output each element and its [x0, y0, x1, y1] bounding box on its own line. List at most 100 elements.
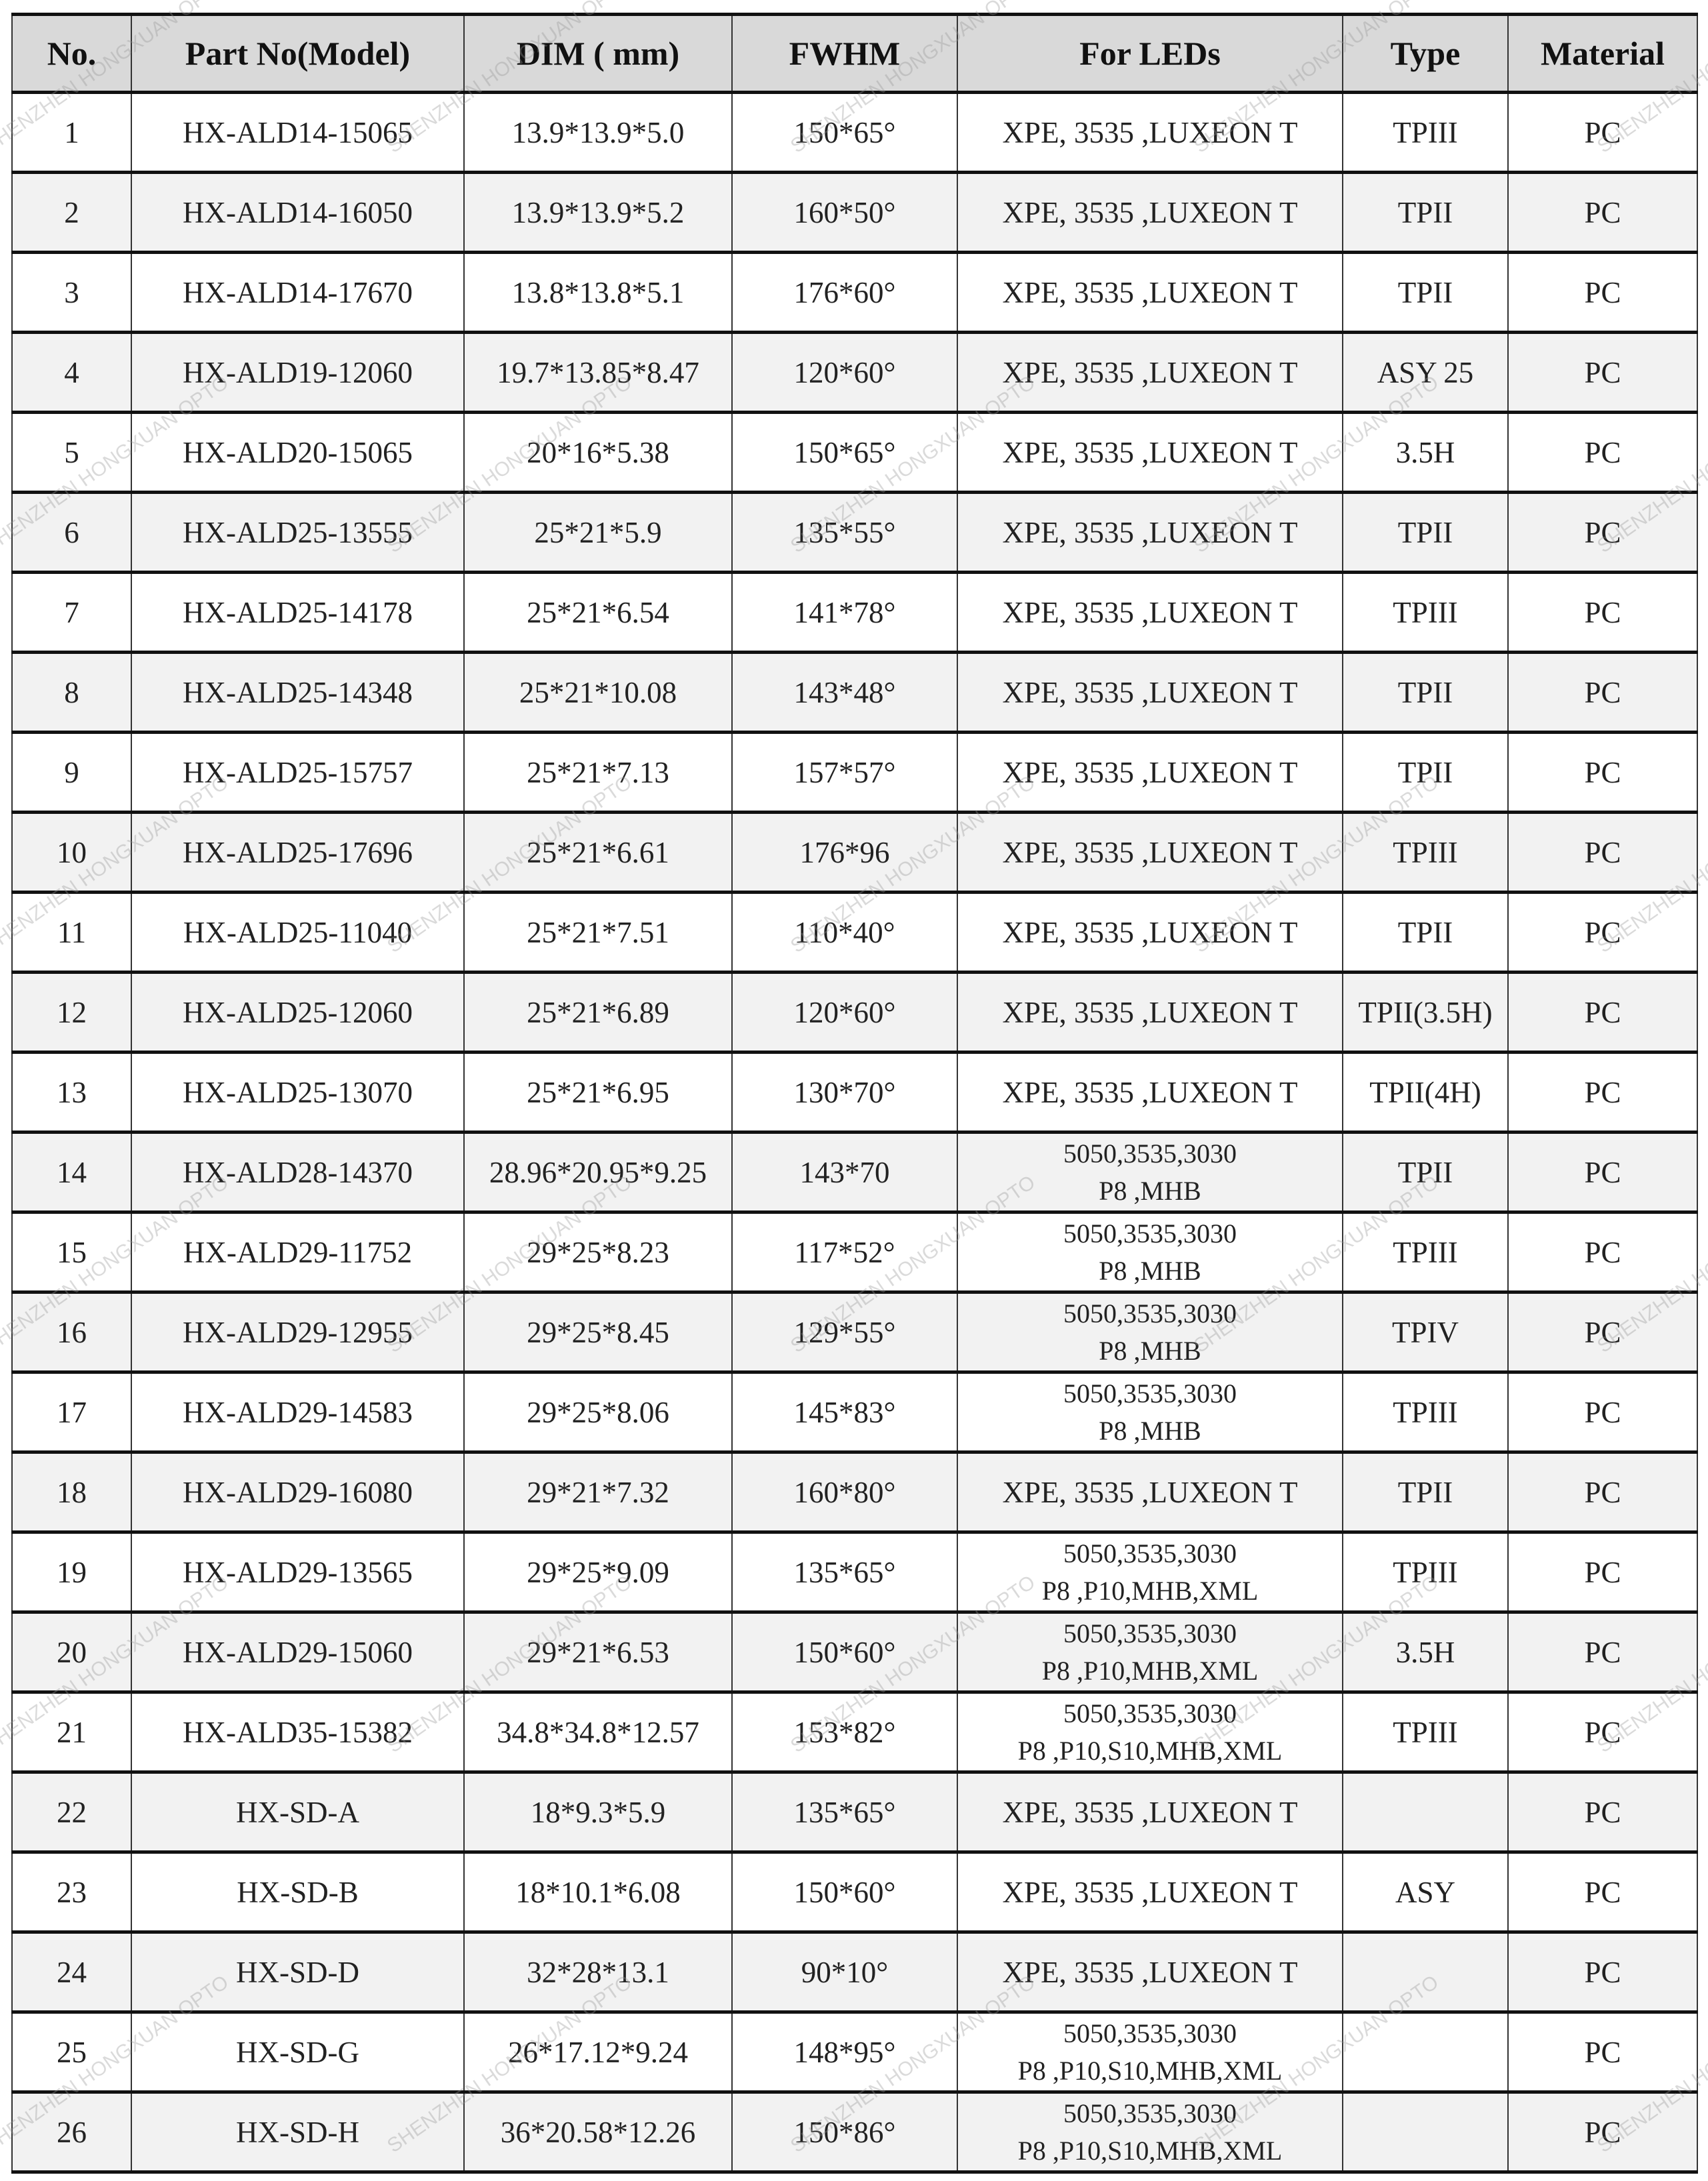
cell-type: TPIII [1342, 1212, 1509, 1292]
table-row: 23 HX-SD-B 18*10.1*6.08 150*60° XPE, 3535 ,L… [11, 1852, 1698, 1932]
cell-for-leds: 5050,3535,3030 P8 ,MHB [957, 1212, 1343, 1292]
cell-dim: 19.7*13.85*8.47 [463, 332, 733, 413]
cell-no: 3 [11, 252, 132, 333]
cell-type: ASY 25 [1342, 332, 1509, 413]
cell-dim: 18*9.3*5.9 [463, 1772, 733, 1852]
cell-no: 14 [11, 1132, 132, 1212]
cell-for-leds: XPE, 3535 ,LUXEON T [957, 1852, 1343, 1932]
cell-fwhm: 90*10° [731, 1932, 958, 2012]
cell-no: 2 [11, 172, 132, 253]
cell-fwhm: 120*60° [731, 972, 958, 1053]
table-row: 24 HX-SD-D 32*28*13.1 90*10° XPE, 3535 ,LUXE… [11, 1932, 1698, 2012]
table-row: 13 HX-ALD25-13070 25*21*6.95 130*70° XPE, 35… [11, 1052, 1698, 1132]
cell-dim: 29*21*7.32 [463, 1452, 733, 1532]
cell-material: PC [1507, 252, 1698, 333]
cell-material: PC [1507, 652, 1698, 733]
cell-part-no: HX-ALD19-12060 [131, 332, 465, 413]
cell-material: PC [1507, 1132, 1698, 1212]
table-row: 10 HX-ALD25-17696 25*21*6.61 176*96 XPE, 353… [11, 812, 1698, 893]
cell-part-no: HX-SD-B [131, 1852, 465, 1932]
cell-part-no: HX-ALD14-17670 [131, 252, 465, 333]
cell-type: TPIII [1342, 1372, 1509, 1452]
cell-type: TPII [1342, 1452, 1509, 1532]
cell-type: TPII [1342, 492, 1509, 573]
table-row: 12 HX-ALD25-12060 25*21*6.89 120*60° XPE, 35… [11, 972, 1698, 1053]
cell-for-leds: 5050,3535,3030 P8 ,P10,MHB,XML [957, 1532, 1343, 1612]
cell-part-no: HX-ALD29-12955 [131, 1292, 465, 1372]
cell-for-leds: XPE, 3535 ,LUXEON T [957, 332, 1343, 413]
cell-type: TPII [1342, 252, 1509, 333]
cell-no: 12 [11, 972, 132, 1053]
cell-for-leds: XPE, 3535 ,LUXEON T [957, 1932, 1343, 2012]
cell-fwhm: 160*50° [731, 172, 958, 253]
cell-material: PC [1507, 1692, 1698, 1772]
cell-part-no: HX-ALD29-16080 [131, 1452, 465, 1532]
cell-for-leds: 5050,3535,3030 P8 ,MHB [957, 1372, 1343, 1452]
cell-no: 10 [11, 812, 132, 893]
header-for-leds: For LEDs [957, 14, 1343, 93]
cell-fwhm: 135*55° [731, 492, 958, 573]
cell-no: 26 [11, 2092, 132, 2172]
cell-dim: 25*21*6.95 [463, 1052, 733, 1132]
cell-part-no: HX-ALD25-13555 [131, 492, 465, 573]
cell-material: PC [1507, 172, 1698, 253]
cell-type: TPIV [1342, 1292, 1509, 1372]
cell-no: 19 [11, 1532, 132, 1612]
cell-for-leds: XPE, 3535 ,LUXEON T [957, 252, 1343, 333]
cell-for-leds: XPE, 3535 ,LUXEON T [957, 732, 1343, 813]
cell-dim: 25*21*10.08 [463, 652, 733, 733]
table-row: 3 HX-ALD14-17670 13.8*13.8*5.1 176*60° XPE, … [11, 252, 1698, 333]
led-line: P8 ,P10,S10,MHB,XML [1017, 2135, 1283, 2166]
cell-for-leds: XPE, 3535 ,LUXEON T [957, 1052, 1343, 1132]
led-line: P8 ,MHB [1099, 1335, 1201, 1366]
cell-material: PC [1507, 1772, 1698, 1852]
cell-fwhm: 120*60° [731, 332, 958, 413]
cell-material: PC [1507, 1212, 1698, 1292]
cell-part-no: HX-ALD25-13070 [131, 1052, 465, 1132]
table-row: 6 HX-ALD25-13555 25*21*5.9 135*55° XPE, 3535… [11, 492, 1698, 573]
cell-part-no: HX-SD-G [131, 2012, 465, 2092]
table-row: 17 HX-ALD29-14583 29*25*8.06 145*83° 5050,35… [11, 1372, 1698, 1452]
cell-dim: 25*21*7.13 [463, 732, 733, 813]
cell-dim: 29*25*9.09 [463, 1532, 733, 1612]
cell-dim: 29*25*8.06 [463, 1372, 733, 1452]
led-line: P8 ,P10,MHB,XML [1041, 1655, 1259, 1686]
cell-part-no: HX-ALD29-11752 [131, 1212, 465, 1292]
cell-part-no: HX-SD-D [131, 1932, 465, 2012]
header-no: No. [11, 14, 132, 93]
cell-type: TPII [1342, 892, 1509, 973]
cell-dim: 13.9*13.9*5.0 [463, 92, 733, 173]
cell-material: PC [1507, 812, 1698, 893]
cell-dim: 13.9*13.9*5.2 [463, 172, 733, 253]
led-line: P8 ,MHB [1099, 1175, 1201, 1206]
table-row: 7 HX-ALD25-14178 25*21*6.54 141*78° XPE, 353… [11, 572, 1698, 653]
cell-material: PC [1507, 1452, 1698, 1532]
table-row: 4 HX-ALD19-12060 19.7*13.85*8.47 120*60° XPE… [11, 332, 1698, 413]
cell-type [1342, 1932, 1509, 2012]
cell-part-no: HX-ALD35-15382 [131, 1692, 465, 1772]
table-row: 19 HX-ALD29-13565 29*25*9.09 135*65° 5050,35… [11, 1532, 1698, 1612]
table-row: 26 HX-SD-H 36*20.58*12.26 150*86° 5050,3535,… [11, 2092, 1698, 2172]
cell-part-no: HX-ALD29-14583 [131, 1372, 465, 1452]
cell-for-leds: 5050,3535,3030 P8 ,MHB [957, 1292, 1343, 1372]
cell-material: PC [1507, 1532, 1698, 1612]
cell-no: 15 [11, 1212, 132, 1292]
cell-part-no: HX-ALD29-15060 [131, 1612, 465, 1692]
header-part-no: Part No(Model) [131, 14, 465, 93]
cell-type: ASY [1342, 1852, 1509, 1932]
cell-type: TPIII [1342, 812, 1509, 893]
cell-for-leds: 5050,3535,3030 P8 ,MHB [957, 1132, 1343, 1212]
cell-type: TPII [1342, 172, 1509, 253]
cell-part-no: HX-ALD25-12060 [131, 972, 465, 1053]
led-line: P8 ,MHB [1099, 1255, 1201, 1286]
cell-dim: 26*17.12*9.24 [463, 2012, 733, 2092]
cell-fwhm: 110*40° [731, 892, 958, 973]
led-line: 5050,3535,3030 [1063, 1138, 1237, 1168]
cell-for-leds: XPE, 3535 ,LUXEON T [957, 652, 1343, 733]
cell-fwhm: 157*57° [731, 732, 958, 813]
cell-for-leds: XPE, 3535 ,LUXEON T [957, 572, 1343, 653]
cell-no: 18 [11, 1452, 132, 1532]
header-row: No. Part No(Model) DIM ( mm) FWHM For LE… [11, 14, 1698, 93]
cell-no: 8 [11, 652, 132, 733]
led-line: P8 ,P10,S10,MHB,XML [1017, 2055, 1283, 2086]
